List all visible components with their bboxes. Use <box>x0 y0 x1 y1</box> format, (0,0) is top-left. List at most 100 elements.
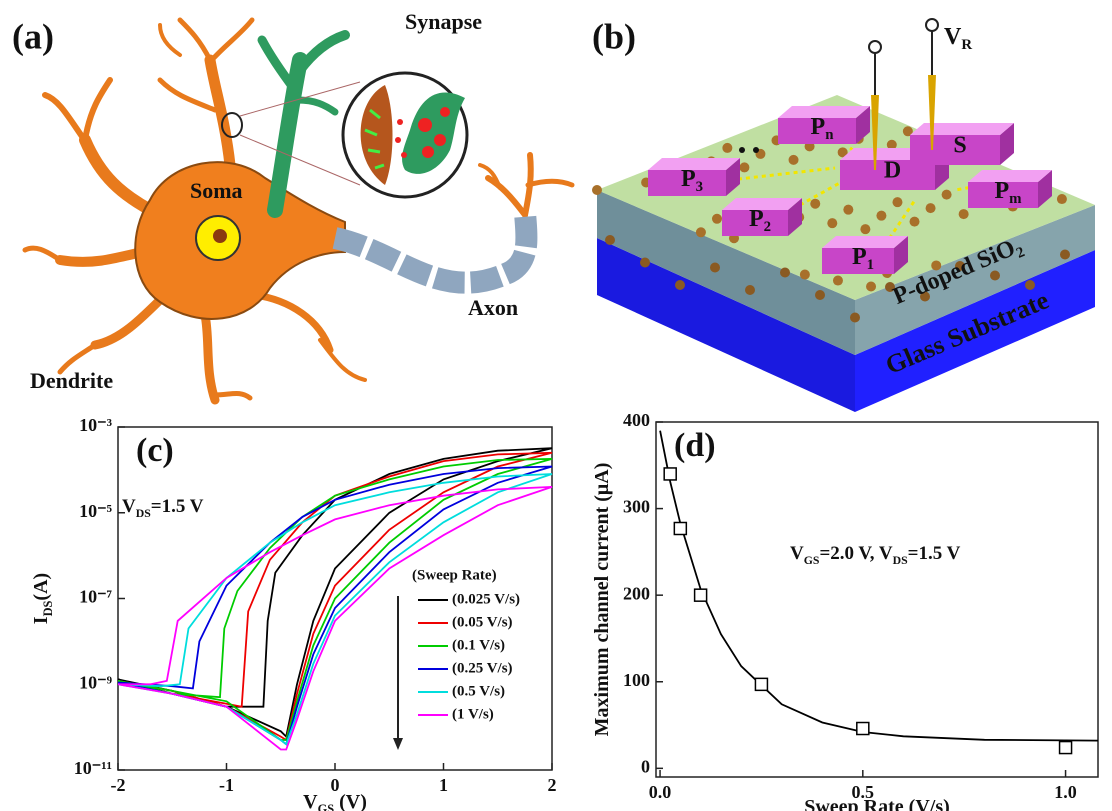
proton-dot <box>605 235 615 245</box>
pad-label-part: n <box>825 127 834 143</box>
y-tick-label: 300 <box>623 497 650 517</box>
dendrite-label: Dendrite <box>30 368 113 393</box>
data-point <box>755 678 767 690</box>
annotation-part: DS <box>136 507 151 520</box>
x-tick-label: 1.0 <box>1054 782 1077 802</box>
proton-dot <box>675 280 685 290</box>
proton-dot <box>739 162 749 172</box>
pad-label: D <box>884 158 901 184</box>
axon-label: Axon <box>468 295 518 320</box>
y-axis-label-part: DS <box>41 600 55 616</box>
pad-label-part: P <box>749 206 764 232</box>
proton-dot <box>850 313 860 323</box>
proton-dot <box>959 209 969 219</box>
x-tick-label: 0.0 <box>649 782 672 802</box>
pad-label-part: P <box>852 244 867 270</box>
proton-dot <box>800 270 810 280</box>
data-point <box>674 523 686 535</box>
legend-label: (0.05 V/s) <box>452 614 513 630</box>
x-tick-label: 2 <box>548 775 557 795</box>
fit-curve <box>660 431 1098 741</box>
plot-frame <box>656 422 1098 777</box>
probe-label-part: V <box>944 24 962 50</box>
x-tick-label: -2 <box>111 775 126 795</box>
soma-label: Soma <box>190 178 243 203</box>
y-axis-label: Maximum channel current (μA) <box>591 463 613 737</box>
legend-label: (0.025 V/s) <box>452 591 520 607</box>
x-axis-label-part: Sweep Rate (V/s) <box>804 796 950 811</box>
panel-label: (d) <box>674 427 716 464</box>
synapse-dendrite <box>262 35 345 210</box>
proton-dot <box>926 203 936 213</box>
y-tick-label: 400 <box>623 410 650 430</box>
proton-dot <box>815 290 825 300</box>
neuron-illustration <box>25 20 572 400</box>
legend-label: (0.1 V/s) <box>452 637 505 653</box>
pad-label-part: P <box>681 166 696 192</box>
proton-dot <box>1060 250 1070 260</box>
x-axis-label: Sweep Rate (V/s) <box>804 796 950 811</box>
y-tick-label: 10⁻¹¹ <box>74 758 112 778</box>
x-axis-label-part: V <box>303 791 318 811</box>
annotation-part: V <box>790 543 804 564</box>
legend-label: (0.25 V/s) <box>452 660 513 676</box>
proton-dot <box>860 224 870 234</box>
annotation-part: =1.5 V <box>151 496 204 517</box>
proton-dot <box>789 155 799 165</box>
legend-arrowhead <box>393 738 403 750</box>
axon-myelin <box>335 212 526 283</box>
proton-dot <box>696 227 706 237</box>
pad-label-part: P <box>811 114 826 140</box>
pad-label-part: P <box>994 178 1009 204</box>
y-tick-label: 10⁻⁷ <box>79 587 113 607</box>
pad-label-part: m <box>1009 191 1022 207</box>
y-tick-label: 200 <box>623 583 650 603</box>
x-axis-label-part: GS <box>318 802 335 811</box>
pad-top <box>968 170 1052 182</box>
proton-dot <box>745 285 755 295</box>
probe-label: VR <box>944 24 972 54</box>
y-axis-label-part: I <box>30 616 52 624</box>
proton-dot <box>843 205 853 215</box>
annotation-part: =1.5 V <box>908 543 961 564</box>
pad-label-part: 1 <box>867 257 874 273</box>
panel-label: (c) <box>136 432 174 469</box>
annotation-part: DS <box>893 554 908 567</box>
proton-dot <box>1057 194 1067 204</box>
synapse-label: Synapse <box>405 9 482 34</box>
x-tick-label: -1 <box>219 775 234 795</box>
pad-label-part: 3 <box>696 179 703 195</box>
annotation-part: V <box>122 496 136 517</box>
y-axis-label-part: Maximum channel current (μA) <box>591 463 613 737</box>
proton-dot <box>592 185 602 195</box>
proton-dot <box>942 190 952 200</box>
legend-label: (0.5 V/s) <box>452 683 505 699</box>
annotation-part: =2.0 V, V <box>819 543 892 564</box>
proton-dot <box>712 214 722 224</box>
proton-dot <box>892 197 902 207</box>
x-axis-label-part: (V) <box>334 791 367 811</box>
proton-dot <box>990 271 1000 281</box>
pad-label: S <box>953 133 966 159</box>
proton-dot <box>910 217 920 227</box>
legend-label: (1 V/s) <box>452 706 494 722</box>
proton-dot <box>710 263 720 273</box>
legend-title: (Sweep Rate) <box>412 567 497 583</box>
y-tick-label: 0 <box>641 756 650 776</box>
y-tick-label: 10⁻⁹ <box>79 672 113 692</box>
y-tick-label: 10⁻⁵ <box>79 501 113 521</box>
proton-dot <box>722 143 732 153</box>
pad-label-part: 2 <box>764 219 771 235</box>
proton-dot <box>833 276 843 286</box>
x-axis-label: VGS (V) <box>303 791 367 811</box>
y-tick-label: 10⁻³ <box>79 415 113 435</box>
annotation: VDS=1.5 V <box>122 496 204 520</box>
ellipsis-dot <box>753 147 759 153</box>
panel-label: (b) <box>592 16 636 56</box>
probe-label-part: R <box>961 37 972 53</box>
annotation-part: GS <box>804 554 820 567</box>
panel-label: (a) <box>12 16 54 56</box>
data-point <box>857 723 869 735</box>
data-point <box>1060 742 1072 754</box>
